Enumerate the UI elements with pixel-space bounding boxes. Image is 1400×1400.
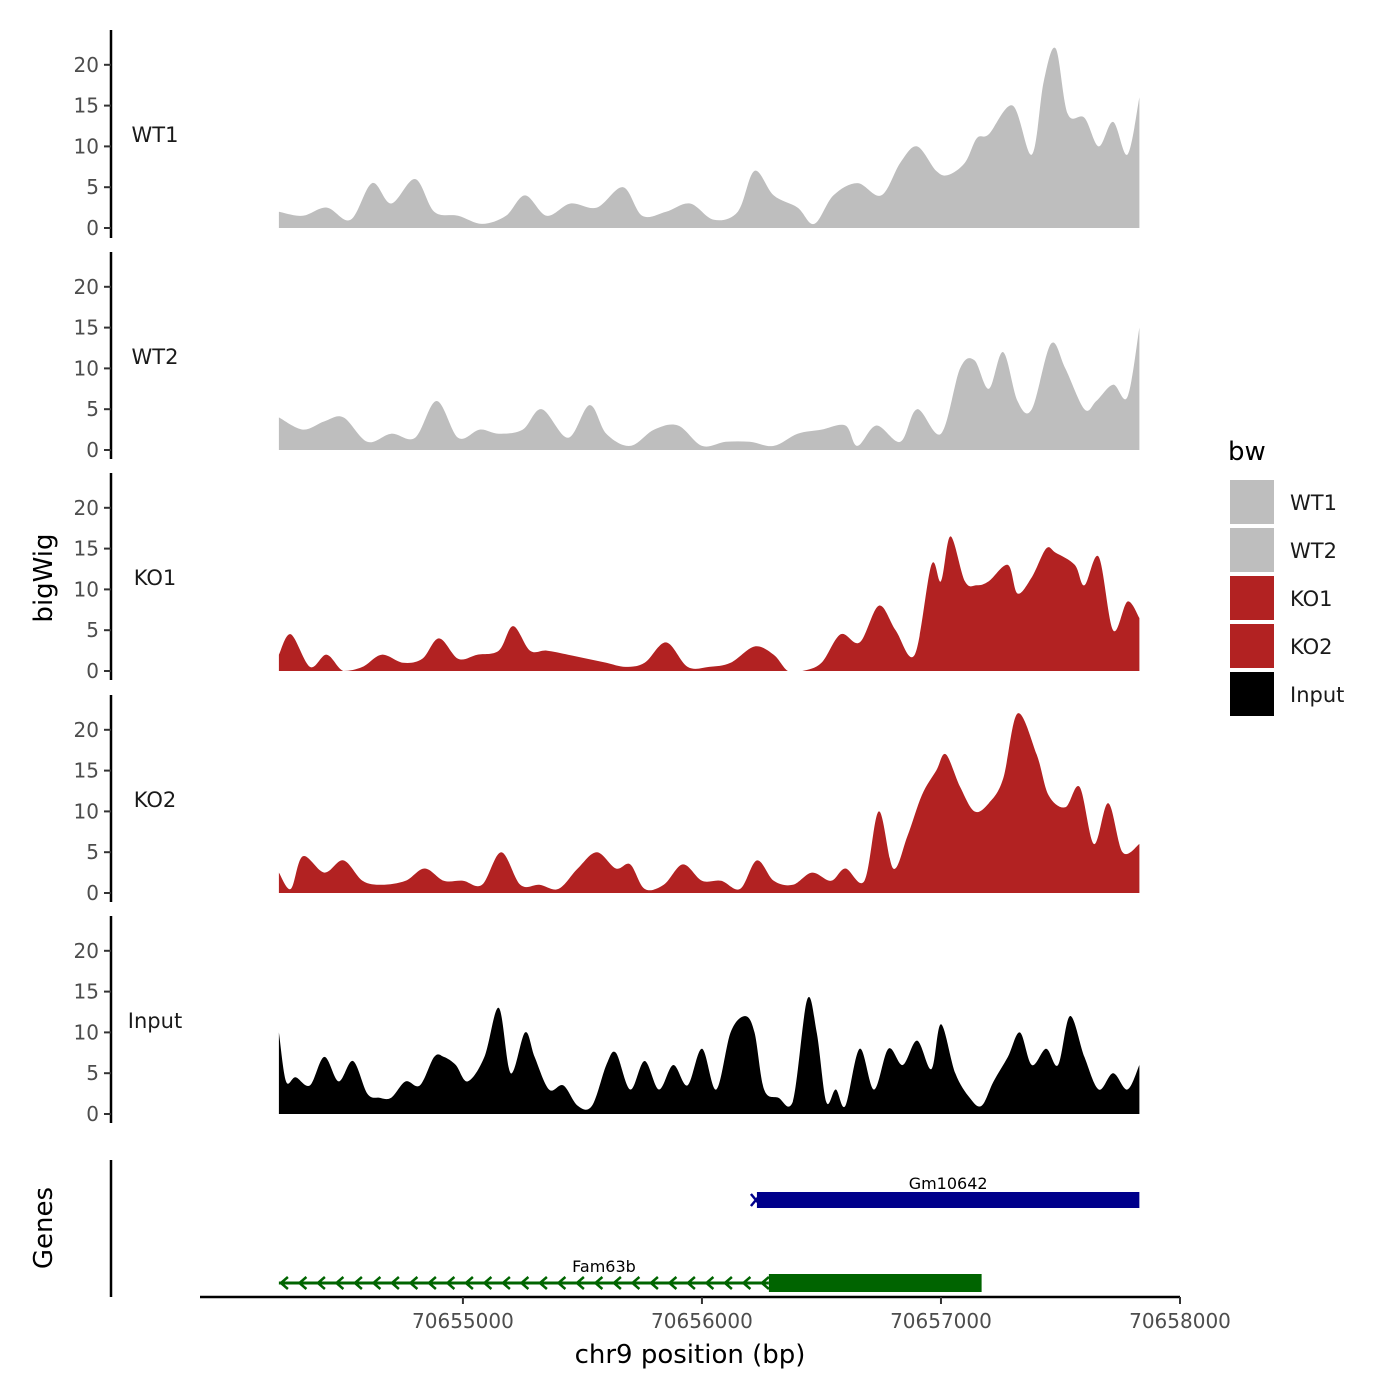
- x-tick-label: 70657000: [890, 1309, 992, 1333]
- y-tick-label: 15: [74, 316, 99, 340]
- area-wt2: [278, 327, 1140, 450]
- x-tick-label: 70658000: [1129, 1309, 1231, 1333]
- genes-axis-title: Genes: [29, 1187, 59, 1269]
- track-label-ko1: KO1: [134, 566, 177, 590]
- track-label-ko2: KO2: [134, 788, 177, 812]
- y-tick-label: 0: [86, 659, 99, 683]
- x-tick-label: 70656000: [651, 1309, 753, 1333]
- gene-strand-arrows-fam63b: [278, 1276, 770, 1290]
- y-tick-label: 0: [86, 881, 99, 905]
- gene-body-fam63b: [768, 1274, 982, 1292]
- y-tick-label: 15: [74, 980, 99, 1004]
- x-tick-label: 70655000: [412, 1309, 514, 1333]
- track-label-wt1: WT1: [132, 123, 179, 147]
- y-tick-label: 5: [86, 618, 99, 642]
- y-axis-title: bigWig: [29, 533, 59, 622]
- legend-label-ko1: KO1: [1290, 587, 1333, 611]
- track-label-input: Input: [128, 1009, 182, 1033]
- y-tick-label: 15: [74, 94, 99, 118]
- y-tick-label: 5: [86, 397, 99, 421]
- y-tick-label: 0: [86, 438, 99, 462]
- area-ko2: [278, 713, 1140, 893]
- y-tick-label: 20: [74, 939, 99, 963]
- gene-label-fam63b: Fam63b: [572, 1257, 636, 1276]
- legend-swatch-ko1: [1230, 576, 1274, 620]
- gene-body-gm10642: [756, 1192, 1140, 1208]
- y-tick-label: 10: [74, 799, 99, 823]
- y-tick-label: 10: [74, 356, 99, 380]
- y-tick-label: 20: [74, 275, 99, 299]
- y-tick-label: 20: [74, 53, 99, 77]
- y-tick-label: 20: [74, 718, 99, 742]
- legend-label-input: Input: [1290, 683, 1344, 707]
- y-tick-label: 15: [74, 537, 99, 561]
- legend-label-wt1: WT1: [1290, 491, 1337, 515]
- area-ko1: [278, 536, 1140, 671]
- y-tick-label: 20: [74, 496, 99, 520]
- y-tick-label: 10: [74, 1020, 99, 1044]
- legend-title: bw: [1228, 437, 1266, 467]
- y-tick-label: 15: [74, 759, 99, 783]
- y-tick-label: 10: [74, 134, 99, 158]
- legend-swatch-ko2: [1230, 624, 1274, 668]
- gene-start-mark-gm10642: [749, 1193, 762, 1207]
- legend-swatch-wt1: [1230, 480, 1274, 524]
- area-input: [278, 997, 1140, 1114]
- y-tick-label: 0: [86, 1102, 99, 1126]
- legend-label-ko2: KO2: [1290, 635, 1333, 659]
- track-label-wt2: WT2: [132, 345, 179, 369]
- y-tick-label: 5: [86, 840, 99, 864]
- legend-swatch-input: [1230, 672, 1274, 716]
- y-tick-label: 10: [74, 577, 99, 601]
- y-tick-label: 5: [86, 1061, 99, 1085]
- y-tick-label: 0: [86, 216, 99, 240]
- x-axis-title: chr9 position (bp): [575, 1340, 806, 1370]
- area-wt1: [278, 47, 1140, 228]
- legend-swatch-wt2: [1230, 528, 1274, 572]
- y-tick-label: 5: [86, 175, 99, 199]
- legend-label-wt2: WT2: [1290, 539, 1337, 563]
- gene-label-gm10642: Gm10642: [909, 1174, 988, 1193]
